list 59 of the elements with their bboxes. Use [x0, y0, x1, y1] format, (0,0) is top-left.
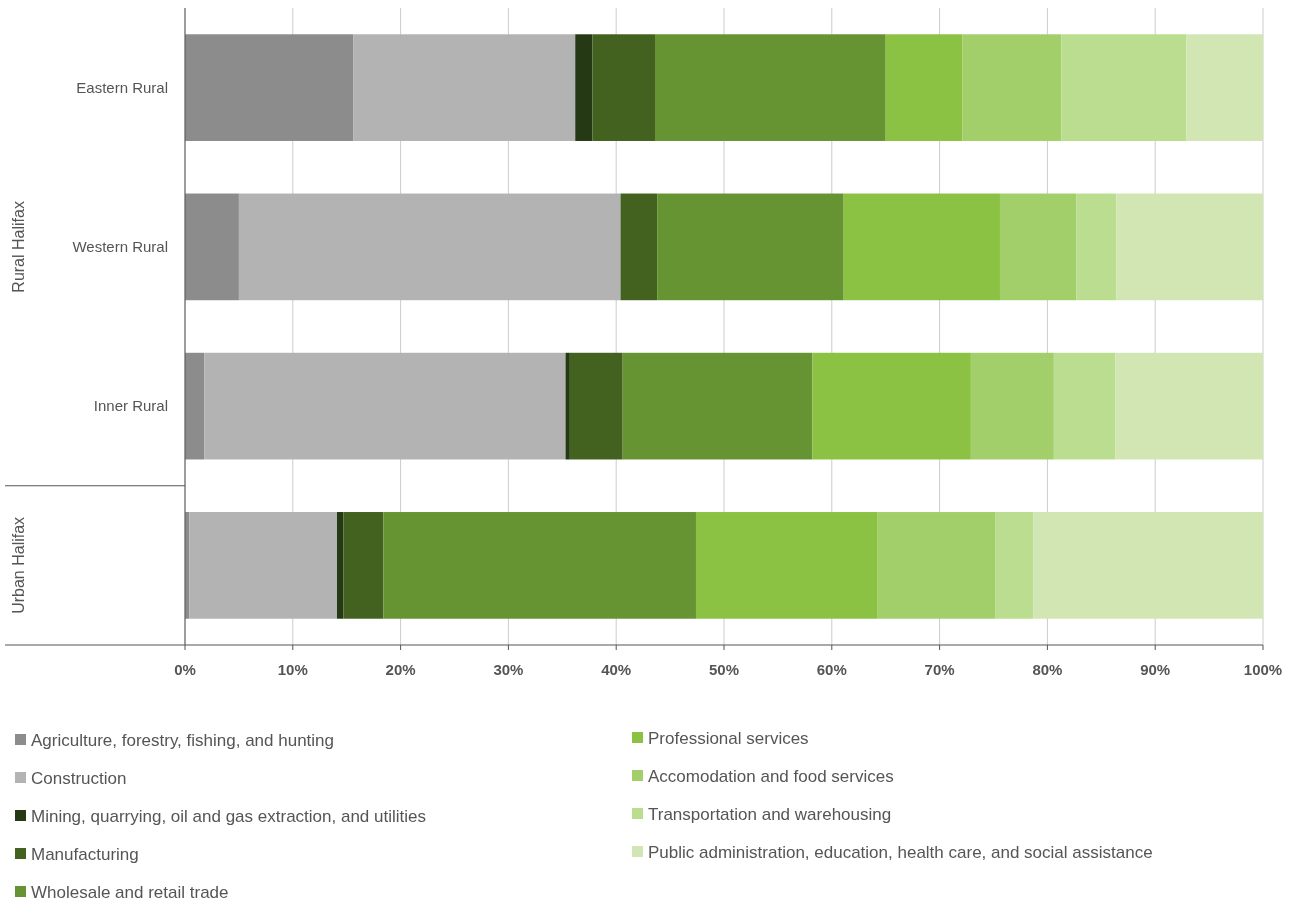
text: Urban Halifax: [10, 516, 27, 614]
legend-label: Agriculture, forestry, fishing, and hunting: [31, 730, 335, 750]
bar: [999, 193, 1077, 301]
bar: [343, 512, 384, 619]
x-tick-label: 90%: [1140, 661, 1171, 678]
bar: [1115, 352, 1263, 460]
bar: [877, 512, 996, 619]
bar: [695, 512, 878, 619]
x-tick-label: 40%: [601, 661, 632, 678]
bar: [185, 352, 205, 460]
bar: [185, 193, 239, 301]
y-tick-label: Inner Rural: [93, 397, 168, 415]
bar: [885, 34, 963, 141]
x-tick-label: 80%: [1032, 661, 1063, 678]
bar: [569, 352, 623, 460]
y-tick-label: Eastern Rural: [76, 78, 168, 96]
bar: [1061, 34, 1187, 141]
x-tick-label: 10%: [277, 661, 308, 678]
y-tick-label: Western Rural: [72, 238, 168, 256]
bar: [204, 352, 566, 460]
bar: [1076, 193, 1117, 301]
bar: [995, 512, 1034, 619]
bar: [353, 34, 576, 141]
bar: [622, 352, 813, 460]
bar: [383, 512, 696, 619]
bar: [1053, 352, 1116, 460]
bar: [1186, 34, 1263, 141]
bar: [657, 193, 844, 301]
legend-label: Construction: [31, 768, 127, 788]
bar: [575, 34, 593, 141]
legend-label: Transportation and warehousing: [648, 804, 892, 824]
text: Rural Halifax: [10, 201, 27, 293]
bar: [655, 34, 886, 141]
bar: [238, 193, 621, 301]
legend-label: Manufacturing: [31, 844, 139, 864]
bar: [620, 193, 658, 301]
x-tick-label: 60%: [816, 661, 847, 678]
x-tick-label: 20%: [385, 661, 416, 678]
bar: [565, 352, 570, 460]
x-tick-label: 0%: [174, 661, 196, 678]
bar: [185, 34, 354, 141]
bar: [592, 34, 656, 141]
bar: [812, 352, 971, 460]
bar: [1116, 193, 1263, 301]
x-tick-label: 30%: [493, 661, 524, 678]
x-tick-label: 50%: [708, 661, 740, 678]
bar: [189, 512, 337, 619]
x-tick-label: 100%: [1243, 661, 1283, 678]
legend-label: Wholesale and retail trade: [31, 882, 229, 902]
legend-label: Professional services: [648, 728, 809, 748]
bar: [337, 512, 344, 619]
legend-label: Accomodation and food services: [648, 766, 894, 786]
bar: [970, 352, 1054, 460]
x-tick-label: 70%: [924, 661, 955, 678]
bar: [843, 193, 1000, 301]
legend-label: Mining, quarrying, oil and gas extraction, and utilities: [31, 806, 426, 826]
bar: [962, 34, 1062, 141]
legend-label: Public administration, education, health care, and social assistance: [648, 842, 1153, 862]
bar: [1033, 512, 1263, 619]
